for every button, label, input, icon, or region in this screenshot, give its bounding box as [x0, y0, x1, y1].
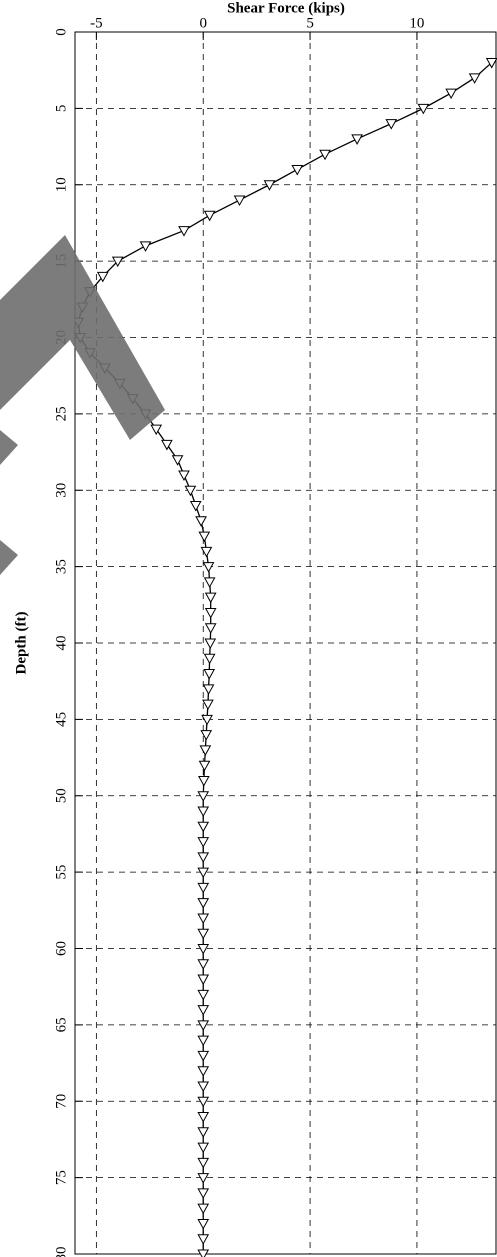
y-tick-label: 40 — [53, 636, 69, 651]
y-tick-label: 5 — [53, 105, 69, 113]
marker — [197, 1081, 210, 1092]
marker — [96, 271, 109, 283]
series-line — [77, 62, 493, 1254]
marker — [197, 791, 210, 802]
y-tick-label: 60 — [53, 941, 69, 956]
marker — [197, 821, 210, 833]
marker — [198, 775, 210, 787]
y-tick-label: 45 — [53, 712, 69, 727]
marker — [319, 149, 331, 161]
y-tick-label: 75 — [53, 1170, 69, 1185]
marker — [197, 1234, 210, 1245]
marker — [203, 210, 216, 222]
marker — [197, 1035, 210, 1047]
marker — [204, 623, 217, 634]
marker — [197, 944, 210, 955]
marker — [184, 485, 197, 497]
marker — [203, 669, 216, 680]
marker — [178, 226, 190, 237]
plot-frame — [74, 31, 497, 1255]
marker — [197, 1203, 210, 1215]
marker — [197, 1249, 210, 1257]
marker — [197, 928, 210, 940]
marker — [351, 134, 363, 145]
y-tick-label: 10 — [53, 177, 69, 192]
marker — [197, 882, 210, 894]
marker — [204, 607, 217, 619]
marker — [197, 1173, 210, 1184]
x-tick-label: 0 — [199, 15, 207, 31]
marker — [171, 455, 184, 466]
y-tick-label: 50 — [53, 788, 69, 803]
marker — [111, 256, 124, 268]
marker — [197, 1157, 210, 1169]
y-tick-label: 0 — [53, 28, 69, 36]
marker — [202, 699, 214, 711]
marker — [197, 989, 210, 1001]
y-tick-label: 70 — [53, 1094, 69, 1109]
marker — [202, 684, 215, 695]
y-tick-label: 35 — [53, 559, 69, 574]
x-tick-label: 10 — [409, 15, 424, 31]
marker — [198, 760, 211, 772]
marker — [385, 119, 398, 130]
marker — [195, 516, 207, 527]
marker — [203, 577, 216, 588]
marker — [485, 58, 497, 69]
marker — [201, 714, 213, 726]
marker — [197, 1096, 210, 1108]
marker — [445, 88, 457, 100]
marker — [197, 806, 210, 818]
marker — [197, 974, 210, 986]
marker — [197, 1050, 210, 1062]
y-tick-label: 55 — [53, 865, 69, 880]
marker — [197, 1020, 210, 1031]
marker — [200, 546, 213, 558]
marker — [197, 1066, 210, 1077]
marker — [189, 501, 202, 512]
marker — [291, 164, 304, 176]
marker — [233, 195, 246, 207]
marker — [161, 439, 173, 451]
marker — [150, 424, 163, 436]
y-axis-label: Depth (ft) — [13, 612, 29, 675]
marker — [198, 531, 211, 543]
y-tick-label: 25 — [53, 406, 69, 421]
marker — [197, 1127, 210, 1138]
marker — [178, 470, 190, 482]
watermark-shape — [0, 235, 165, 440]
marker — [203, 653, 216, 665]
marker — [263, 180, 276, 191]
marker — [199, 745, 212, 756]
marker — [197, 1218, 210, 1230]
marker — [204, 638, 217, 650]
marker — [197, 898, 210, 909]
marker — [197, 867, 210, 879]
marker — [197, 1005, 210, 1016]
marker — [200, 730, 213, 741]
marker — [204, 592, 217, 604]
chart-title: Shear Force (kips) — [227, 0, 345, 16]
plot-area — [75, 58, 497, 1257]
y-tick-label: 30 — [53, 483, 69, 498]
marker — [468, 73, 481, 84]
marker — [197, 852, 210, 863]
x-tick-label: -5 — [90, 15, 103, 31]
watermark-shape — [0, 430, 18, 465]
marker — [197, 1188, 210, 1199]
y-tick-label: 65 — [53, 1017, 69, 1032]
marker — [417, 103, 430, 115]
watermark — [0, 235, 165, 575]
marker — [197, 1112, 210, 1123]
marker — [197, 837, 210, 848]
watermark-shape — [0, 540, 18, 575]
marker — [197, 913, 210, 924]
marker — [197, 1142, 210, 1154]
marker — [202, 562, 215, 573]
y-tick-label: 80 — [53, 1247, 69, 1257]
marker — [139, 241, 152, 252]
x-tick-label: 5 — [306, 15, 314, 31]
marker — [197, 959, 210, 970]
